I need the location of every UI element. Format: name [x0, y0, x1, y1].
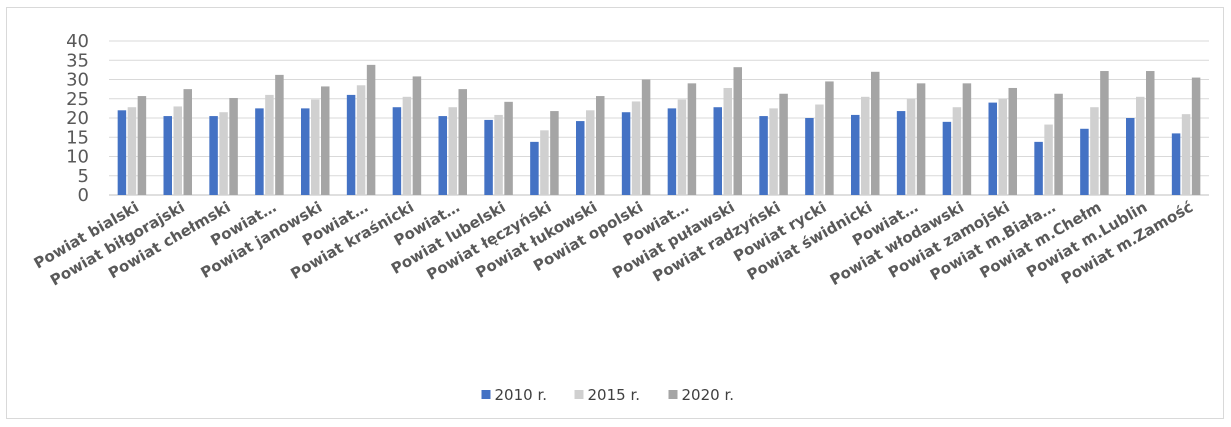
bar	[173, 106, 182, 195]
bar	[733, 67, 742, 195]
bar	[942, 121, 952, 195]
y-tick-label: 25	[66, 89, 89, 110]
bar	[1171, 133, 1181, 195]
bar	[301, 108, 310, 195]
bar	[1181, 114, 1191, 195]
bar	[906, 98, 916, 195]
legend-label: 2015 r.	[588, 386, 641, 404]
y-tick-label: 10	[66, 147, 89, 168]
bar	[163, 116, 172, 195]
bar	[1146, 71, 1155, 195]
bar	[667, 108, 677, 195]
bar	[366, 64, 376, 196]
bar	[998, 98, 1007, 195]
legend-swatch	[668, 390, 678, 399]
bar	[1044, 124, 1053, 195]
legend-swatch	[481, 390, 491, 399]
legend-swatch	[574, 390, 584, 399]
bar	[896, 111, 906, 195]
gridlines	[109, 40, 1209, 196]
bar	[596, 96, 605, 195]
bar	[127, 107, 137, 195]
bar	[769, 108, 778, 195]
bar	[275, 74, 284, 195]
legend: 2010 r. 2015 r. 2020 r.	[481, 386, 735, 404]
bar	[713, 107, 722, 195]
bar	[438, 116, 447, 195]
y-tick-label: 20	[66, 108, 89, 129]
bar	[321, 86, 330, 195]
bars	[117, 64, 1201, 196]
bar	[687, 83, 697, 195]
bar	[540, 130, 549, 195]
bar	[356, 85, 366, 195]
bar	[1080, 128, 1089, 195]
bar	[1034, 141, 1043, 195]
bar	[586, 110, 595, 195]
bar	[229, 97, 238, 195]
bar	[631, 101, 641, 195]
bar	[458, 89, 467, 195]
y-tick-label: 30	[66, 70, 89, 91]
bar	[494, 114, 503, 195]
bar	[677, 99, 687, 195]
bar	[1090, 107, 1099, 195]
bar	[209, 116, 218, 195]
y-tick-label: 40	[66, 31, 89, 52]
bar	[779, 93, 788, 195]
bar	[402, 96, 412, 195]
bar	[137, 96, 147, 195]
bar	[861, 96, 870, 195]
bar	[805, 118, 814, 195]
bar	[484, 119, 493, 195]
bar	[621, 112, 631, 195]
bar	[448, 107, 457, 195]
bar	[825, 81, 834, 195]
legend-label: 2010 r.	[495, 386, 548, 404]
bar	[1136, 96, 1145, 195]
bar	[412, 76, 422, 195]
bar	[1054, 93, 1063, 195]
bar	[988, 102, 997, 195]
bar	[346, 94, 356, 195]
bar	[1191, 77, 1201, 195]
bar	[1126, 118, 1135, 195]
bar	[851, 114, 860, 195]
y-tick-label: 5	[78, 166, 89, 187]
bar	[255, 108, 264, 195]
legend-label: 2020 r.	[682, 386, 735, 404]
bar	[871, 71, 880, 195]
bar	[962, 83, 972, 195]
bar	[1100, 71, 1109, 195]
bar	[576, 121, 585, 195]
y-tick-label: 15	[66, 127, 89, 148]
bar	[916, 83, 926, 195]
bar	[265, 94, 274, 195]
y-tick-label: 0	[78, 185, 89, 206]
bar	[641, 79, 651, 195]
bar	[815, 104, 824, 195]
bar	[759, 116, 768, 195]
bar	[723, 87, 732, 195]
bar	[311, 99, 320, 195]
bar	[183, 89, 192, 195]
bar	[117, 110, 127, 195]
bar	[1008, 87, 1017, 195]
bar	[952, 107, 962, 195]
bar	[219, 112, 228, 195]
y-tick-label: 35	[66, 50, 89, 71]
bar	[504, 101, 513, 195]
bar	[550, 111, 559, 195]
bar	[392, 107, 402, 195]
chart-area	[6, 7, 1224, 419]
bar	[530, 141, 539, 195]
